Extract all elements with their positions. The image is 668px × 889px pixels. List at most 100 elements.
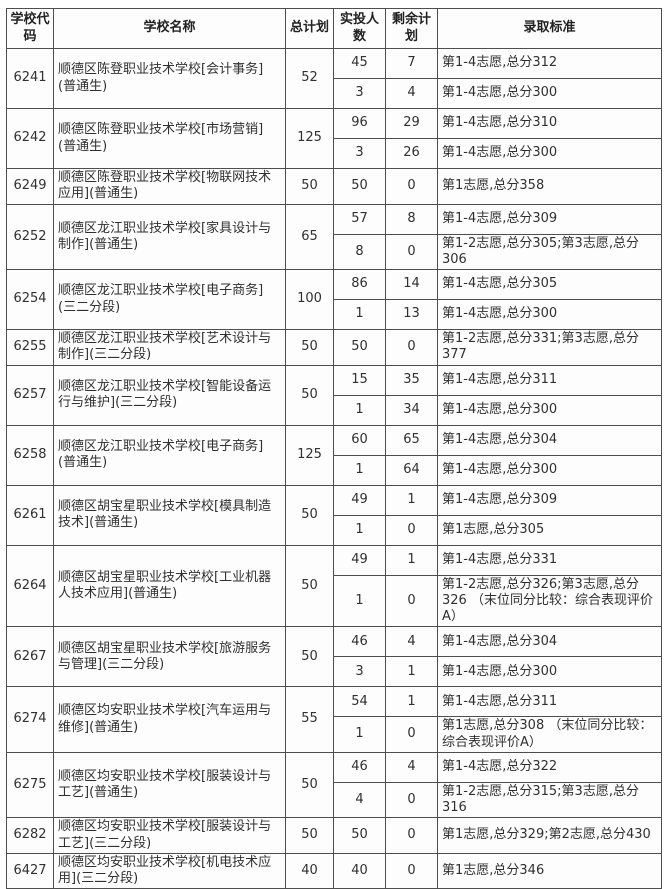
table-row: 6275 顺德区均安职业技术学校[服装设计与工艺](普通生) 50 46 4 第1-4志愿…: [6, 751, 662, 819]
table-row: 6267 顺德区胡宝星职业技术学校[旅游服务与管理](三二分段) 50 46 4 第1-4…: [6, 626, 662, 688]
table-row: 6282 顺德区均安职业技术学校[服装设计与工艺](三二分段) 50 50 0 第1志愿,…: [6, 817, 662, 854]
remaining-plan-cell: 13: [385, 299, 438, 330]
school-code-cell: 6282: [6, 817, 54, 854]
admitted-count-cell: 1: [333, 394, 386, 426]
table-row: 6255 顺德区龙江职业技术学校[艺术设计与制作](三二分段) 50 50 0 第1-2志…: [6, 329, 662, 366]
table-row: 1 13 第1-4志愿,总分300: [7, 299, 662, 330]
school-code-cell: 6274: [6, 686, 54, 753]
table-row: 1 0 第1志愿,总分308 （末位同分比较：综合表现评价A）: [7, 716, 662, 753]
total-plan-cell: 50: [285, 626, 334, 688]
remaining-plan-cell: 26: [385, 138, 438, 169]
remaining-plan-cell: 4: [385, 626, 438, 658]
total-plan-cell: 50: [285, 751, 334, 819]
remaining-plan-cell: 4: [385, 78, 438, 109]
admitted-count-cell: 1: [333, 454, 386, 486]
school-name-cell: 顺德区龙江职业技术学校[电子商务](三二分段): [53, 269, 286, 330]
admitted-count-cell: 1: [333, 574, 386, 628]
school-name-cell: 顺德区均安职业技术学校[机电技术应用](三二分段): [53, 852, 286, 889]
criteria-cell: 第1志愿,总分329;第2志愿,总分430: [437, 817, 662, 854]
school-code-cell: 6261: [6, 484, 54, 546]
admitted-count-cell: 60: [333, 424, 386, 456]
total-plan-cell: 50: [285, 544, 334, 628]
school-name-cell: 顺德区龙江职业技术学校[家具设计与制作](普通生): [53, 203, 286, 270]
school-code-cell: 6249: [6, 168, 54, 205]
total-plan-cell: 125: [285, 108, 334, 169]
school-name-cell: 顺德区陈登职业技术学校[会计事务](普通生): [53, 48, 286, 109]
total-plan-cell: 100: [285, 269, 334, 330]
remaining-plan-cell: 29: [385, 108, 438, 139]
total-plan-cell: 50: [285, 168, 334, 205]
admitted-count-cell: 46: [333, 751, 386, 783]
admitted-count-cell: 3: [333, 78, 386, 109]
admitted-count-cell: 54: [333, 686, 386, 718]
school-code-cell: 6264: [6, 544, 54, 628]
school-name-cell: 顺德区均安职业技术学校[服装设计与工艺](三二分段): [53, 817, 286, 854]
school-code-cell: 6258: [6, 424, 54, 486]
remaining-plan-cell: 0: [385, 329, 438, 366]
school-name-cell: 顺德区均安职业技术学校[汽车运用与维修](普通生): [53, 686, 286, 753]
remaining-plan-cell: 1: [385, 656, 438, 688]
remaining-plan-cell: 14: [385, 269, 438, 300]
criteria-cell: 第1-4志愿,总分305: [437, 269, 662, 300]
school-name-cell: 顺德区胡宝星职业技术学校[工业机器人技术应用](普通生): [53, 544, 286, 628]
criteria-cell: 第1-4志愿,总分310: [437, 108, 662, 139]
table-row: 6257 顺德区龙江职业技术学校[智能设备运行与维护](三二分段) 50 15 35 第1…: [6, 364, 662, 426]
remaining-plan-cell: 0: [385, 716, 438, 753]
school-name-cell: 顺德区龙江职业技术学校[电子商务](普通生): [53, 424, 286, 486]
admitted-count-cell: 8: [333, 233, 386, 270]
criteria-cell: 第1-2志愿,总分305;第3志愿,总分306: [437, 233, 662, 270]
admitted-count-cell: 96: [333, 108, 386, 139]
column-header-school-name: 学校名称: [53, 8, 286, 49]
table-row: 6252 顺德区龙江职业技术学校[家具设计与制作](普通生) 65 57 8 第1-4志愿…: [6, 203, 662, 270]
remaining-plan-cell: 0: [385, 852, 438, 889]
criteria-cell: 第1-2志愿,总分331;第3志愿,总分377: [437, 329, 662, 366]
school-code-cell: 6257: [6, 364, 54, 426]
criteria-cell: 第1-4志愿,总分311: [437, 364, 662, 396]
total-plan-cell: 50: [285, 817, 334, 854]
table-row: 1 34 第1-4志愿,总分300: [7, 394, 662, 426]
column-header-admitted-count: 实投人数: [333, 8, 386, 49]
criteria-cell: 第1-4志愿,总分309: [437, 203, 662, 235]
school-name-cell: 顺德区陈登职业技术学校[市场营销](普通生): [53, 108, 286, 169]
criteria-cell: 第1-4志愿,总分300: [437, 299, 662, 330]
admitted-count-cell: 49: [333, 544, 386, 576]
remaining-plan-cell: 64: [385, 454, 438, 486]
admitted-count-cell: 4: [333, 781, 386, 819]
column-header-criteria: 录取标准: [437, 8, 662, 49]
admitted-count-cell: 86: [333, 269, 386, 300]
remaining-plan-cell: 0: [385, 233, 438, 270]
table-row: 6427 顺德区均安职业技术学校[机电技术应用](三二分段) 40 40 0 第1志愿,总…: [6, 852, 662, 889]
criteria-cell: 第1-4志愿,总分331: [437, 544, 662, 576]
column-header-remaining-plan: 剩余计划: [385, 8, 438, 49]
remaining-plan-cell: 1: [385, 544, 438, 576]
remaining-plan-cell: 7: [385, 48, 438, 79]
criteria-cell: 第1-4志愿,总分304: [437, 424, 662, 456]
admitted-count-cell: 50: [333, 168, 386, 205]
table-row: 6241 顺德区陈登职业技术学校[会计事务](普通生) 52 45 7 第1-4志愿,总分…: [6, 48, 662, 109]
school-name-cell: 顺德区胡宝星职业技术学校[模具制造技术](普通生): [53, 484, 286, 546]
criteria-cell: 第1-4志愿,总分300: [437, 78, 662, 109]
criteria-cell: 第1-4志愿,总分300: [437, 454, 662, 486]
total-plan-cell: 65: [285, 203, 334, 270]
criteria-cell: 第1-4志愿,总分300: [437, 656, 662, 688]
admitted-count-cell: 1: [333, 514, 386, 546]
criteria-cell: 第1-4志愿,总分312: [437, 48, 662, 79]
remaining-plan-cell: 8: [385, 203, 438, 235]
criteria-cell: 第1-2志愿,总分315;第3志愿,总分316: [437, 781, 662, 819]
table-row: 1 0 第1-2志愿,总分326;第3志愿,总分326 （末位同分比较：综合表现评价…: [7, 574, 662, 628]
admitted-count-cell: 46: [333, 626, 386, 658]
column-header-school-code: 学校代码: [6, 8, 54, 49]
remaining-plan-cell: 65: [385, 424, 438, 456]
remaining-plan-cell: 34: [385, 394, 438, 426]
column-header-total-plan: 总计划: [285, 8, 334, 49]
school-code-cell: 6275: [6, 751, 54, 819]
admitted-count-cell: 50: [333, 817, 386, 854]
criteria-cell: 第1-4志愿,总分309: [437, 484, 662, 516]
table-row: 1 64 第1-4志愿,总分300: [7, 454, 662, 486]
criteria-cell: 第1-4志愿,总分322: [437, 751, 662, 783]
school-code-cell: 6242: [6, 108, 54, 169]
criteria-cell: 第1-2志愿,总分326;第3志愿,总分326 （末位同分比较：综合表现评价A）: [437, 574, 662, 628]
school-code-cell: 6252: [6, 203, 54, 270]
admitted-count-cell: 15: [333, 364, 386, 396]
